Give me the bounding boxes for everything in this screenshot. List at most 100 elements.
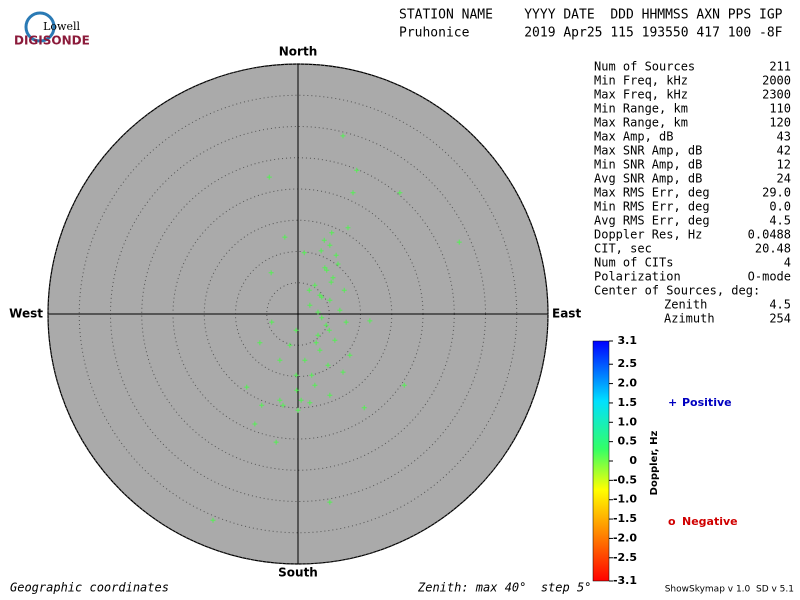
source-point [313,340,319,346]
stat-label: Min SNR Amp, dB [594,158,702,172]
compass-label: South [278,566,318,580]
colorbar-tick-label: 0 [629,454,637,467]
footer-left: Geographic coordinates [10,581,169,595]
stat-heading: Center of Sources, deg: [594,284,760,298]
source-point [325,362,331,368]
source-point [257,340,263,346]
stat-value: 120 [769,116,791,130]
stat-label: Zenith [664,298,707,312]
source-point [287,342,293,348]
source-point [307,302,313,308]
source-point [327,297,333,303]
source-point [328,279,334,285]
source-point [401,382,407,388]
colorbar-tick-label: 1.5 [618,396,638,409]
source-point [340,133,346,139]
source-point [301,250,307,256]
compass-label: East [552,307,581,321]
source-point [293,327,299,333]
stat-label: Max Amp, dB [594,130,673,144]
colorbar-tick-label: -0.5 [613,473,637,486]
source-point [397,190,403,196]
stat-value: O-mode [748,270,791,284]
source-point [317,347,323,353]
source-point [309,372,315,378]
source-point [268,270,274,276]
source-point [456,239,462,245]
header-line: Pruhonice 2019 Apr25 115 193550 417 100 … [399,26,783,41]
source-point [244,384,250,390]
source-point [319,315,325,321]
source-point [323,322,329,328]
stat-label: Azimuth [664,312,715,326]
stat-value: 0.0 [769,200,791,214]
source-point [321,237,327,243]
source-point [312,282,318,288]
stat-value: 4.5 [769,298,791,312]
colorbar-tick-label: -2.0 [613,531,637,544]
source-point [367,318,373,324]
source-point [322,265,328,271]
source-point [307,400,313,406]
colorbar-tick-label: -1.5 [613,512,637,525]
source-point [361,405,367,411]
stat-label: Num of CITs [594,256,673,270]
colorbar-tick-label: -3.1 [613,574,637,587]
source-point [319,294,325,300]
colorbar-label: Doppler, Hz [649,431,660,496]
colorbar-tick-label: 1.0 [618,415,638,428]
compass-label: North [279,45,317,59]
legend-label: Positive [682,396,732,409]
stat-value: 4 [784,256,791,270]
source-point [326,327,332,333]
colorbar-tick-label: 2.5 [618,357,638,370]
source-point [306,287,312,293]
stat-value: 43 [777,130,791,144]
source-point [345,225,351,231]
stat-label: Avg RMS Err, deg [594,214,710,228]
source-point [330,275,336,281]
stat-value: 110 [769,102,791,116]
stat-value: 0.0488 [748,228,791,242]
logo-top: Lowell [43,20,80,33]
legend-label: Negative [682,515,738,528]
legend-symbol: o [668,515,676,528]
stat-value: 4.5 [769,214,791,228]
source-point [340,369,346,375]
source-point [210,517,216,523]
colorbar-tick-label: -1.0 [613,493,637,506]
source-point [327,392,333,398]
source-point [302,357,308,363]
stat-value: 42 [777,144,791,158]
logo-swoosh [24,11,56,43]
colorbar-tick-label: 2.0 [618,377,638,390]
source-point [277,357,283,363]
source-point [280,402,286,408]
stat-label: Max Range, km [594,116,688,130]
source-point [318,248,324,254]
source-point [312,382,318,388]
source-point [327,499,333,505]
source-point [277,397,283,403]
source-point [273,439,279,445]
source-point [315,332,321,338]
header-line: STATION NAME YYYY DATE DDD HHMMSS AXN PP… [399,8,783,23]
colorbar-tick-label: -2.5 [613,551,637,564]
stat-label: Min Freq, kHz [594,74,688,88]
stat-label: Min RMS Err, deg [594,200,710,214]
logo-bottom: DIGISONDE [14,34,90,48]
stat-value: 211 [769,60,791,74]
source-point [295,407,301,413]
colorbar-tick-label: 0.5 [618,435,638,448]
source-point [329,230,335,236]
colorbar-tick-label: 3.1 [618,334,638,347]
stat-value: 29.0 [762,186,791,200]
source-point [259,402,265,408]
source-point [350,190,356,196]
stat-label: Max RMS Err, deg [594,186,710,200]
source-point [343,319,349,325]
source-point [315,309,321,315]
stat-value: 254 [769,312,791,326]
stat-value: 2300 [762,88,791,102]
